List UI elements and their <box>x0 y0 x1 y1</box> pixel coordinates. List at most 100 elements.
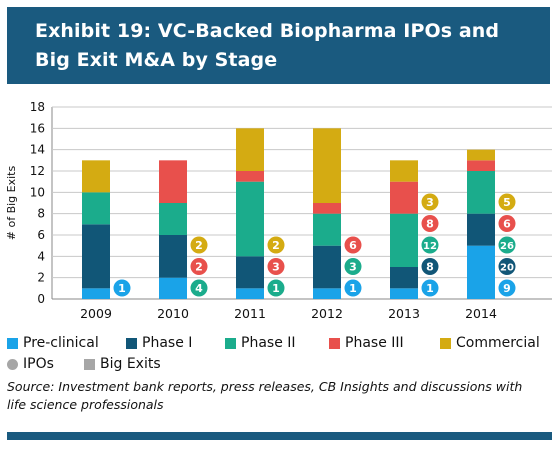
legend-item-phase-iii: Phase III <box>329 335 404 351</box>
legend-item-phase-i: Phase I <box>126 335 192 351</box>
x-tick-label-2009: 2009 <box>80 306 112 321</box>
ipo-count-2010-commercial: 2 <box>195 239 203 252</box>
legend-item-big-exits: Big Exits <box>84 356 161 372</box>
ipo-circle-2012-pre-clinical <box>344 279 362 297</box>
ipo-count-2013-phase-i: 8 <box>426 261 434 274</box>
y-tick-label-14: 14 <box>30 143 45 157</box>
ipo-circle-2011-commercial <box>267 236 285 254</box>
legend-swatch-big-exits-square <box>84 358 95 370</box>
bar-2012-pre-clinical <box>313 288 341 299</box>
x-tick-label-2012: 2012 <box>311 306 343 321</box>
legend-label-pre-clinical: Pre-clinical <box>23 335 99 351</box>
x-tick-label-2010: 2010 <box>157 306 189 321</box>
ipo-circle-2014-phase-iii <box>498 215 516 232</box>
bar-2010-phase-i <box>159 235 187 278</box>
ipo-circle-2012-phase-ii <box>344 258 362 275</box>
bar-2010-phase-ii <box>159 203 187 235</box>
ipo-circle-2014-commercial <box>498 193 516 211</box>
title-banner: Exhibit 19: VC-Backed Biopharma IPOs and… <box>7 7 550 84</box>
ipo-count-2011-phase-ii: 1 <box>272 282 280 295</box>
y-tick-label-6: 6 <box>37 228 45 242</box>
ipo-circle-2013-phase-i <box>421 258 439 275</box>
y-tick-label-0: 0 <box>37 292 45 306</box>
bar-2010-phase-iii <box>159 160 187 203</box>
bar-2014-phase-ii <box>467 171 495 214</box>
ipo-circle-2011-phase-iii <box>267 258 285 275</box>
ipo-circle-2010-commercial <box>190 236 208 254</box>
bar-2013-pre-clinical <box>390 288 418 299</box>
bar-2011-pre-clinical <box>236 288 264 299</box>
y-tick-label-2: 2 <box>37 271 45 285</box>
bar-2012-commercial <box>313 128 341 203</box>
bar-2011-commercial <box>236 128 264 171</box>
chart-title-line-2: Big Exit M&A by Stage <box>35 49 278 71</box>
bar-2009-commercial <box>82 160 110 193</box>
legend-swatch-phase-iii <box>329 337 340 349</box>
ipo-count-2010-phase-iii: 2 <box>195 261 203 274</box>
ipo-circle-2014-phase-ii <box>498 236 516 254</box>
footer-bar <box>7 432 552 440</box>
ipo-circle-2011-phase-ii <box>267 279 285 297</box>
ipo-count-2014-phase-i: 20 <box>500 263 514 274</box>
bar-2013-phase-iii <box>390 181 418 214</box>
legend-swatch-ipos-circle <box>7 358 18 370</box>
y-tick-label-12: 12 <box>30 164 45 178</box>
y-axis-title: # of Big Exits <box>5 166 18 241</box>
legend-label-commercial: Commercial <box>456 335 540 351</box>
legend-item-phase-ii: Phase II <box>225 335 296 351</box>
y-tick-label-16: 16 <box>30 121 45 135</box>
y-tick-label-4: 4 <box>37 249 45 263</box>
x-tick-label-2014: 2014 <box>465 306 497 321</box>
ipo-count-2010-phase-ii: 4 <box>195 282 203 295</box>
y-tick-label-8: 8 <box>37 207 45 221</box>
chart-title-line-1: Exhibit 19: VC-Backed Biopharma IPOs and <box>35 20 500 42</box>
source-note: Source: Investment bank reports, press r… <box>7 378 555 414</box>
bar-2014-phase-i <box>467 213 495 246</box>
ipo-count-2013-pre-clinical: 1 <box>426 282 434 295</box>
bar-2012-phase-ii <box>313 213 341 246</box>
bar-2011-phase-ii <box>236 181 264 257</box>
legend-item-commercial: Commercial <box>440 335 540 351</box>
bar-2010-pre-clinical <box>159 277 187 299</box>
ipo-count-2013-commercial: 3 <box>426 196 434 209</box>
ipo-circle-2013-pre-clinical <box>421 279 439 297</box>
legend-label-big-exits: Big Exits <box>100 356 161 372</box>
x-tick-label-2013: 2013 <box>388 306 420 321</box>
ipo-count-2013-phase-iii: 8 <box>426 218 434 231</box>
ipo-circle-2012-phase-iii <box>344 236 362 254</box>
ipo-count-2012-pre-clinical: 1 <box>349 282 357 295</box>
bar-2011-phase-iii <box>236 171 264 182</box>
bar-2012-phase-iii <box>313 203 341 214</box>
y-tick-label-18: 18 <box>30 100 45 114</box>
ipo-circle-2013-commercial <box>421 193 439 211</box>
source-line-2: life science professionals <box>7 397 164 412</box>
ipo-count-2009-pre-clinical: 1 <box>118 282 126 295</box>
ipo-count-2013-phase-ii: 12 <box>423 241 437 252</box>
legend-label-phase-ii: Phase II <box>241 335 296 351</box>
ipo-count-2014-phase-iii: 6 <box>503 218 511 231</box>
ipo-count-2012-phase-ii: 3 <box>349 261 357 274</box>
bar-2009-phase-ii <box>82 192 110 225</box>
legend-swatch-phase-i <box>126 337 137 349</box>
ipo-count-2012-phase-iii: 6 <box>349 239 357 252</box>
ipo-circle-2014-pre-clinical <box>498 279 516 297</box>
ipo-count-2014-commercial: 5 <box>503 196 511 209</box>
legend-item-ipos: IPOs <box>7 356 54 372</box>
ipo-circle-2013-phase-ii <box>421 236 439 254</box>
bar-2014-phase-iii <box>467 160 495 171</box>
ipo-count-2011-commercial: 2 <box>272 239 280 252</box>
ipo-count-2014-pre-clinical: 9 <box>503 282 511 295</box>
legend-item-pre-clinical: Pre-clinical <box>7 335 99 351</box>
source-line-1: Source: Investment bank reports, press r… <box>7 379 523 394</box>
legend-swatch-pre-clinical <box>7 337 18 349</box>
bar-2013-phase-ii <box>390 213 418 267</box>
bar-2009-pre-clinical <box>82 288 110 299</box>
legend-swatch-commercial <box>440 337 451 349</box>
bar-2011-phase-i <box>236 256 264 289</box>
y-tick-label-10: 10 <box>30 185 45 199</box>
bar-2014-commercial <box>467 149 495 161</box>
bar-2012-phase-i <box>313 245 341 289</box>
bar-2009-phase-i <box>82 224 110 289</box>
ipo-circle-2010-phase-iii <box>190 258 208 275</box>
